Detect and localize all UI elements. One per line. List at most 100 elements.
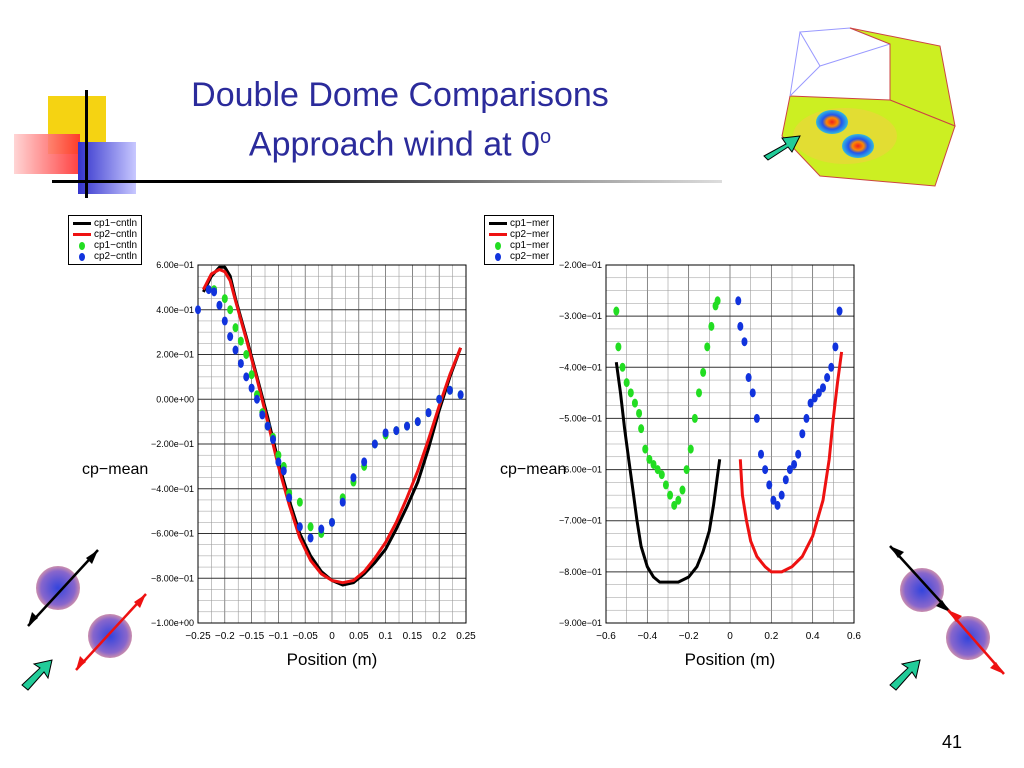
legend-chart-1: cp1−cntln cp2−cntln cp1−cntln cp2−cntln (68, 215, 143, 265)
data-point (741, 337, 748, 347)
data-point (248, 370, 255, 380)
data-point (766, 480, 773, 490)
data-point (795, 449, 802, 459)
data-point (774, 500, 781, 510)
series-1 (738, 351, 844, 574)
data-point (393, 426, 400, 436)
y-axis-label: cp−mean (500, 461, 566, 478)
title-degree-sup: o (539, 126, 552, 148)
y-tick-label: 2.00e−01 (156, 350, 194, 360)
data-point (623, 378, 630, 388)
data-point (662, 480, 669, 490)
model-wind-arrow (763, 135, 801, 161)
data-point (770, 495, 777, 505)
x-axis-label: Position (m) (287, 650, 378, 669)
data-point (227, 305, 234, 315)
dome-circle-lower-right (946, 616, 990, 660)
data-point (613, 306, 620, 316)
y-tick-label: −9.00e−01 (559, 618, 602, 628)
centerline-arrow-black (27, 549, 99, 627)
y-tick-label: −5.00e−01 (559, 413, 602, 423)
data-point (642, 444, 649, 454)
data-point (803, 413, 810, 423)
x-tick-label: 0 (727, 631, 733, 642)
data-point (243, 350, 250, 359)
wind-arrow-right (889, 659, 921, 691)
slide-title: Double Dome Comparisons Approach wind at… (140, 74, 660, 165)
y-tick-label: 4.00e−01 (156, 305, 194, 315)
model-dome-1 (816, 110, 848, 134)
data-point (646, 454, 653, 464)
y-tick-label: 0.00e+00 (156, 394, 194, 404)
data-point (807, 398, 814, 408)
data-point (700, 367, 707, 377)
data-point (404, 421, 411, 431)
data-point (615, 342, 622, 352)
data-point (264, 421, 271, 431)
series-2 (613, 296, 721, 510)
data-point (627, 388, 634, 398)
data-point (361, 457, 368, 467)
legend-item-cp1-line: cp1−cntln (73, 218, 137, 229)
chart-meridian: −0.6 −0.4 −0.2 0 0.2 0.4 0.6 −2.00e−01 −3.00e−01… (500, 260, 861, 669)
x-tick-label: −0.25 (185, 631, 211, 642)
title-line-2: Approach wind at 0o (140, 116, 660, 165)
data-point (446, 385, 453, 395)
data-point (195, 305, 201, 315)
y-tick-label: −2.00e−01 (559, 260, 602, 270)
data-point (457, 390, 464, 400)
data-point (667, 490, 674, 500)
series-3 (735, 296, 843, 510)
x-tick-label: −0.05 (293, 631, 319, 642)
domes-diagram-right (889, 545, 1005, 691)
x-tick-label: 0.25 (456, 631, 476, 642)
dome-circle-upper-right (900, 568, 944, 612)
data-point (832, 342, 839, 352)
data-point (820, 383, 826, 393)
legend-item-cp2-dots: cp2−cntln (73, 251, 137, 262)
data-point (436, 394, 443, 404)
data-point (216, 300, 223, 310)
data-point (382, 428, 389, 438)
plot-frame (197, 264, 467, 624)
data-point (675, 495, 682, 505)
data-point (782, 475, 789, 485)
data-point (205, 285, 212, 295)
chart-centerline: −0.25 −0.2 −0.15 −0.1 −0.05 0 0.05 0.1 0.15 0.2 0.… (82, 260, 476, 669)
data-point (691, 413, 698, 423)
data-point (329, 517, 335, 527)
x-tick-label: −0.15 (239, 631, 265, 642)
data-point (232, 323, 239, 333)
data-point (696, 388, 702, 398)
wind-arrow-left (21, 659, 53, 691)
data-point (636, 408, 643, 418)
y-tick-label: −6.00e−01 (559, 465, 602, 475)
y-tick-label: 6.00e−01 (156, 260, 194, 270)
x-tick-label: 0.2 (764, 631, 778, 642)
data-point (687, 444, 694, 454)
plot-frame (605, 264, 855, 624)
data-point (248, 383, 255, 393)
x-tick-label: −0.2 (679, 631, 699, 642)
x-tick-label: −0.1 (269, 631, 289, 642)
data-point (671, 500, 678, 510)
data-point (631, 398, 638, 408)
y-axis-label: cp−mean (82, 461, 148, 478)
data-point (714, 296, 721, 306)
data-point (270, 435, 277, 445)
x-tick-label: −0.6 (596, 631, 616, 642)
data-point (811, 393, 818, 403)
legend-item-cp1-dots: cp1−cntln (73, 240, 137, 251)
legend-item-cp2-mer-line: cp2−mer (489, 229, 549, 240)
series-3 (195, 285, 464, 543)
data-point (232, 345, 239, 355)
page-number: 41 (941, 732, 962, 752)
x-tick-label: −0.2 (215, 631, 235, 642)
data-point (828, 362, 835, 372)
data-point (679, 485, 686, 495)
data-point (658, 470, 665, 480)
data-point (749, 388, 756, 398)
data-point (296, 522, 303, 532)
y-tick-label: −3.00e−01 (559, 311, 602, 321)
y-tick-label: −4.00e−01 (559, 362, 602, 372)
